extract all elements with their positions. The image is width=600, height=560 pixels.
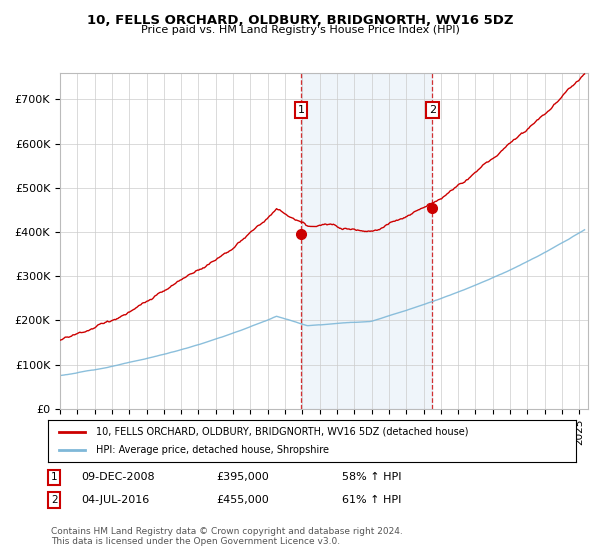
Text: Contains HM Land Registry data © Crown copyright and database right 2024.
This d: Contains HM Land Registry data © Crown c… [51, 526, 403, 546]
Text: 10, FELLS ORCHARD, OLDBURY, BRIDGNORTH, WV16 5DZ: 10, FELLS ORCHARD, OLDBURY, BRIDGNORTH, … [87, 14, 513, 27]
Text: 04-JUL-2016: 04-JUL-2016 [81, 495, 149, 505]
Text: £395,000: £395,000 [216, 472, 269, 482]
Bar [301, 73, 432, 409]
Text: 1: 1 [298, 105, 304, 115]
Text: 10, FELLS ORCHARD, OLDBURY, BRIDGNORTH, WV16 5DZ (detached house): 10, FELLS ORCHARD, OLDBURY, BRIDGNORTH, … [95, 427, 468, 437]
Text: 2: 2 [428, 105, 436, 115]
Text: 61% ↑ HPI: 61% ↑ HPI [342, 495, 401, 505]
Text: HPI: Average price, detached house, Shropshire: HPI: Average price, detached house, Shro… [95, 445, 329, 455]
Text: 2: 2 [51, 495, 58, 505]
Text: £455,000: £455,000 [216, 495, 269, 505]
Text: Price paid vs. HM Land Registry's House Price Index (HPI): Price paid vs. HM Land Registry's House … [140, 25, 460, 35]
Text: 09-DEC-2008: 09-DEC-2008 [81, 472, 155, 482]
Text: 58% ↑ HPI: 58% ↑ HPI [342, 472, 401, 482]
Text: 1: 1 [51, 472, 58, 482]
